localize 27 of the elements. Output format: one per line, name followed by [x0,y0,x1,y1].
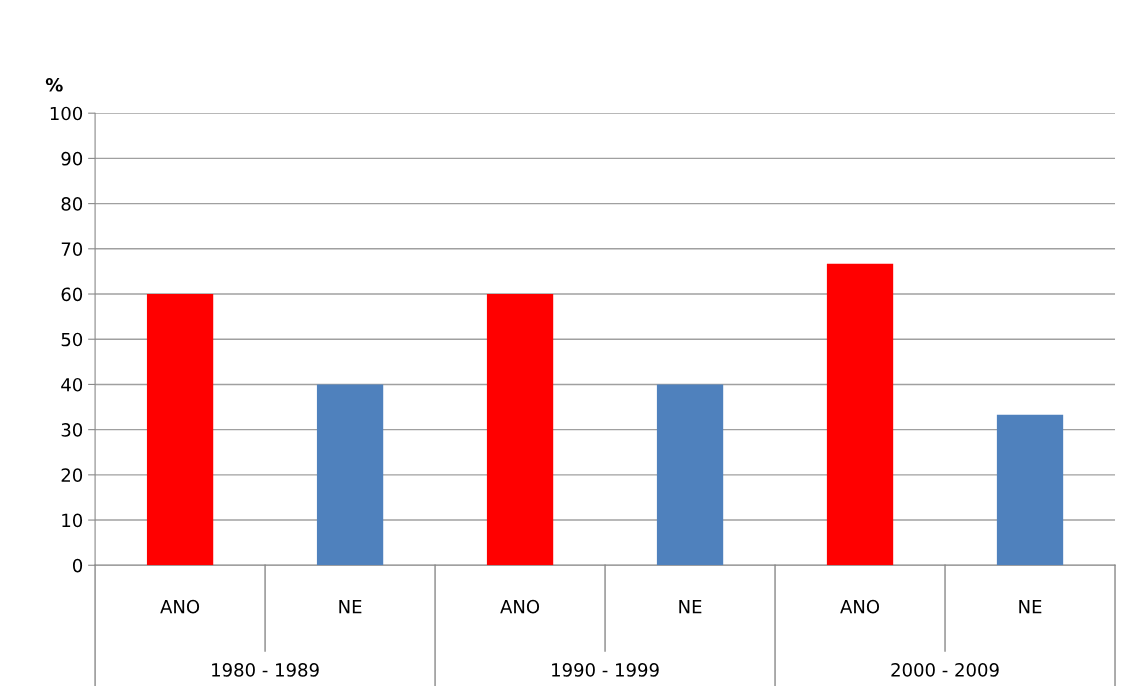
y-tick-label: 80 [61,197,83,211]
x-tick-label: ANO [500,599,540,614]
y-tick-label: 70 [61,242,83,256]
y-tick-label: 10 [62,513,83,528]
x-tick-label: NE [339,600,362,614]
text: 1990 - 1999 [552,663,659,677]
y-tick-label: 90 [61,151,83,166]
x-tick-label: ANO [160,599,200,614]
bar [486,294,554,566]
bar [146,294,214,566]
x-tick-label: ANO [840,599,880,614]
y-tick-label: 30 [61,423,83,437]
bar [316,384,384,566]
bar [656,384,724,566]
text: 2000 - 2009 [891,663,999,677]
y-tick-label: 100 [50,106,83,121]
text: 1980 - 1989 [212,663,319,677]
y-tick-label: 0 [72,558,83,573]
x-tick-label: NE [1019,600,1042,614]
x-tick-label: NE [679,600,702,614]
y-axis-title: % [45,77,63,92]
y-tick-label: 20 [61,468,83,482]
y-tick-label: 60 [61,287,83,302]
y-tick-label: 50 [61,332,83,347]
bar [996,414,1064,566]
bar [826,263,894,566]
y-tick-label: 40 [61,377,83,392]
